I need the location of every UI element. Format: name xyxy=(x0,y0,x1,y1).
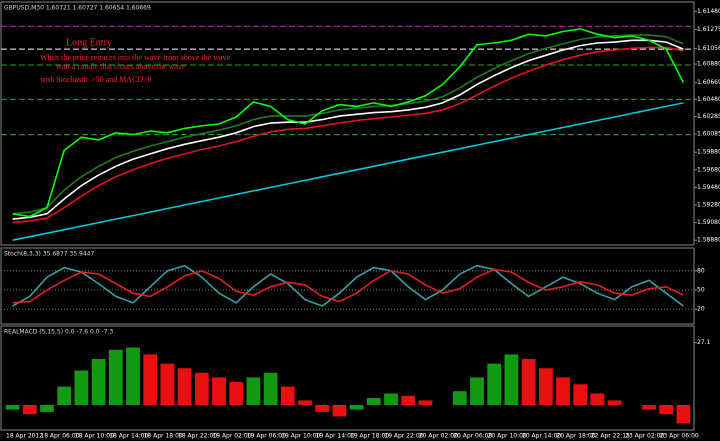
bar xyxy=(556,377,570,405)
bar xyxy=(315,405,330,412)
bar xyxy=(22,405,37,415)
bar xyxy=(160,363,175,405)
x-tick-label: 18 Apr 14:00 xyxy=(109,433,148,440)
bar xyxy=(401,395,416,405)
bar xyxy=(349,405,364,410)
bar xyxy=(384,393,398,405)
y-tick-label: 1.60085 xyxy=(697,131,720,138)
y-tick-label: 1.60480 xyxy=(697,96,720,103)
series-line xyxy=(12,264,684,307)
bar xyxy=(57,386,72,405)
bar xyxy=(246,377,261,405)
series-line xyxy=(12,39,684,220)
series-line xyxy=(12,28,685,218)
x-tick-label: 19 Apr 10:00 xyxy=(281,433,320,440)
bar xyxy=(91,359,106,405)
y-tick-label: 1.59280 xyxy=(697,202,720,209)
x-tick-label: 20 Apr 06:00 xyxy=(453,433,492,440)
y-tick-label: 1.59080 xyxy=(697,219,720,226)
y-tick-label: 1.58880 xyxy=(697,237,720,244)
bar xyxy=(573,384,588,405)
y-tick-label: 1.61480 xyxy=(697,8,720,15)
y-tick-label: 1.59480 xyxy=(697,184,720,191)
y-tick-label: 1.59880 xyxy=(697,149,720,156)
bar xyxy=(521,359,536,405)
x-tick-label: 18 Apr 22:00 xyxy=(178,433,217,440)
x-tick-label: 20 Apr 18:00 xyxy=(556,433,595,440)
x-tick-label: 19 Apr 22:00 xyxy=(384,433,423,440)
x-tick-label: 18 Apr 18:00 xyxy=(144,433,183,440)
bar xyxy=(504,354,519,405)
series-line xyxy=(12,46,684,224)
y-tick-label: 80 xyxy=(697,267,705,274)
bar xyxy=(590,393,605,405)
x-tick-label: 20 Apr 14:00 xyxy=(522,433,561,440)
x-tick-label: 19 Apr 18:00 xyxy=(350,433,389,440)
x-tick-label: 19 Apr 14:00 xyxy=(316,433,355,440)
y-tick-label: 50 xyxy=(697,287,705,294)
x-tick-label: 18 Apr 06:00 xyxy=(40,433,79,440)
y-tick-label: 27.1 xyxy=(697,339,711,346)
bar xyxy=(659,405,674,415)
x-tick-label: 20 Apr 02:00 xyxy=(419,433,458,440)
bar xyxy=(280,386,295,405)
y-tick-label: 1.61275 xyxy=(697,26,720,33)
bar xyxy=(607,400,622,405)
bar xyxy=(143,354,158,405)
price-title: GBPUSD,M30 1.60721 1.60727 1.60654 1.606… xyxy=(4,5,151,12)
annotation: wait a candle that closes above the wave xyxy=(56,62,186,71)
y-tick-label: 1.61056 xyxy=(697,45,720,52)
bar xyxy=(74,370,89,405)
x-tick-label: 19 Apr 02:00 xyxy=(212,433,251,440)
bar xyxy=(5,405,20,410)
x-tick-label: 23 Apr 02:00 xyxy=(625,433,664,440)
x-tick-label: 18 Apr 2012 xyxy=(6,433,43,440)
y-tick-label: 20 xyxy=(697,306,705,313)
bar xyxy=(676,405,691,424)
bar xyxy=(177,368,192,405)
x-tick-label: 19 Apr 06:00 xyxy=(247,433,286,440)
price-frame xyxy=(0,1,695,246)
bar xyxy=(40,405,54,412)
x-tick-label: 22 Apr 22:15 xyxy=(591,433,630,440)
series-line xyxy=(12,268,684,304)
bar xyxy=(108,349,123,405)
annotation: Long Entry xyxy=(66,37,112,48)
bar xyxy=(452,391,467,405)
macd-title: REALMACD (5,15,5) 0.0 -7.6 0.0 -7.3 xyxy=(4,329,113,336)
series-line xyxy=(12,34,684,215)
bar xyxy=(212,377,226,405)
bar xyxy=(366,398,381,405)
annotation: When the price retraces into the wave fr… xyxy=(40,53,231,62)
bar xyxy=(263,372,278,405)
bar xyxy=(332,405,347,417)
x-tick-label: 23 Apr 06:00 xyxy=(660,433,699,440)
y-tick-label: 1.59680 xyxy=(697,166,720,173)
bar xyxy=(126,347,140,405)
bar xyxy=(642,405,656,410)
bar xyxy=(487,363,502,405)
y-tick-label: 1.60285 xyxy=(697,113,720,120)
y-tick-label: 1.60669 xyxy=(697,79,720,86)
series-line xyxy=(12,102,684,241)
bar xyxy=(194,372,209,405)
bar xyxy=(470,377,484,405)
x-tick-label: 20 Apr 10:00 xyxy=(488,433,527,440)
macd-frame xyxy=(0,325,695,431)
annotation: with Stochastic >50 and MACD>0 xyxy=(40,75,152,84)
bar xyxy=(418,400,433,405)
bar xyxy=(229,382,244,405)
x-tick-label: 18 Apr 10:00 xyxy=(75,433,114,440)
bar xyxy=(538,368,553,405)
y-tick-label: 1.60880 xyxy=(697,61,720,68)
bar xyxy=(298,400,312,405)
stoch-frame xyxy=(0,247,695,325)
stoch-title: Stoch(8,3,3) 35.6877 35.9447 xyxy=(4,251,95,258)
